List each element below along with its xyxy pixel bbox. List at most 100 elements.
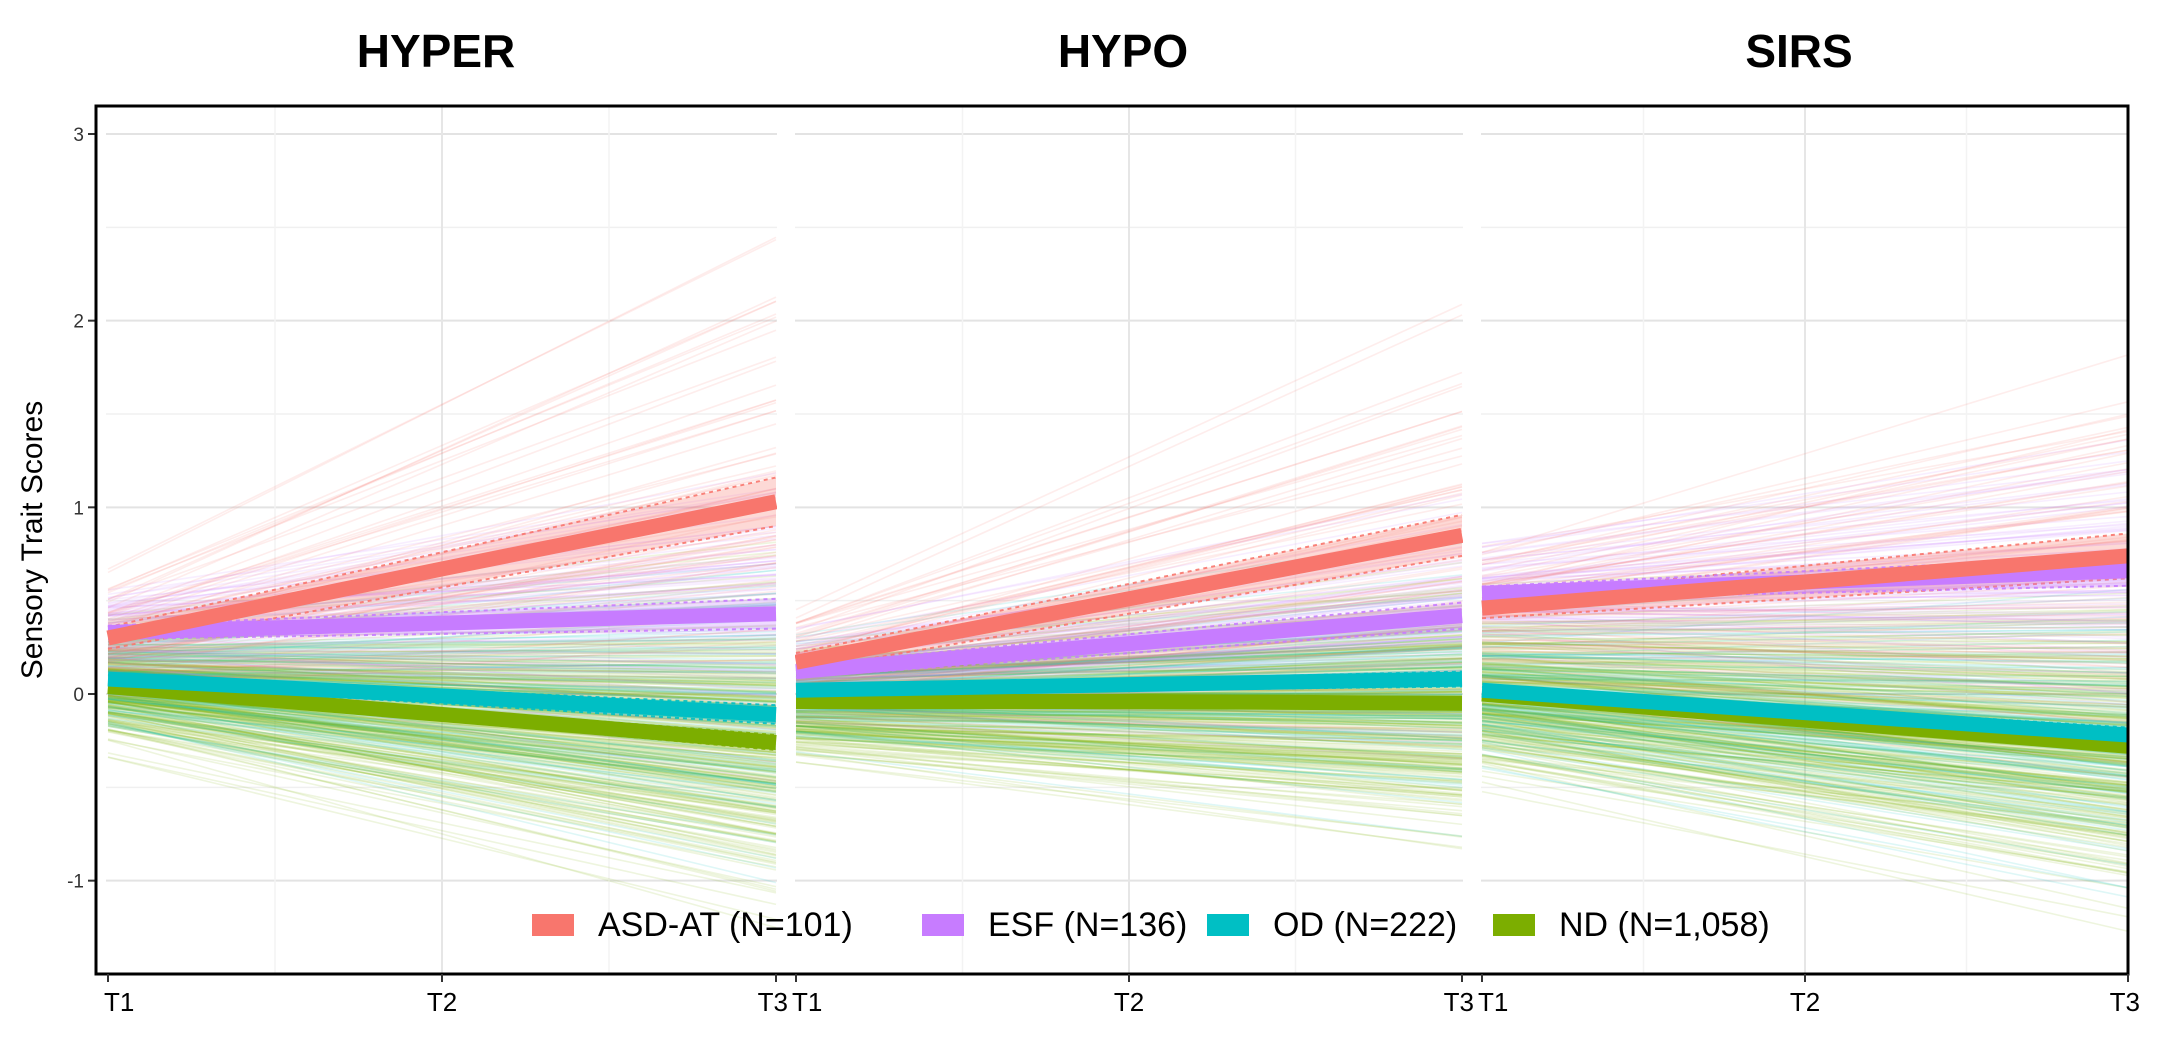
facet-panel-hypo: [790, 106, 1466, 974]
legend-label: ND (N=1,058): [1559, 906, 1770, 944]
trajectory-line: [1481, 715, 2128, 772]
trajectory-line: [107, 694, 777, 785]
legend-swatch: [922, 914, 964, 936]
trajectory-line: [795, 735, 1463, 785]
trajectory-line: [1481, 704, 2128, 767]
trajectory-line: [107, 659, 777, 669]
trajectory-line: [107, 712, 777, 820]
trajectory-line: [107, 720, 777, 884]
trajectory-line: [795, 727, 1463, 761]
gridlines: [1476, 106, 2128, 974]
trajectory-line: [1481, 725, 2128, 784]
trajectory-line: [107, 446, 777, 639]
trajectory-line: [795, 644, 1463, 685]
trajectory-line: [1481, 613, 2128, 617]
trajectory-line: [1481, 522, 2128, 583]
x-tick-label: T2: [1114, 987, 1144, 1017]
trajectory-line: [795, 707, 1463, 746]
trajectory-line: [1481, 659, 2128, 681]
trajectory-line: [1481, 704, 2128, 776]
trajectory-line: [107, 711, 777, 801]
x-tick-label: T3: [758, 987, 788, 1017]
trajectory-line: [1481, 529, 2128, 585]
legend-label: OD (N=222): [1273, 906, 1457, 944]
trajectory-line: [107, 633, 777, 653]
trajectory-line: [795, 723, 1463, 764]
trajectory-line: [1481, 515, 2128, 566]
trajectory-line: [1481, 667, 2128, 721]
trajectory-line: [795, 711, 1463, 729]
trajectory-line: [1481, 609, 2128, 626]
trajectory-line: [1481, 601, 2128, 617]
trajectory-line: [1481, 755, 2128, 826]
trajectory-line: [1481, 733, 2128, 799]
trajectory-line: [795, 657, 1463, 681]
trajectory-line: [795, 709, 1463, 720]
trajectory-line: [107, 637, 777, 678]
trajectory-line: [1481, 627, 2128, 668]
trajectory-line: [795, 747, 1463, 792]
trajectory-line: [107, 693, 777, 769]
trajectory-line: [795, 719, 1463, 760]
trajectory-line: [1481, 711, 2128, 760]
trajectory-line: [795, 492, 1463, 651]
mean-line: [1481, 682, 2128, 743]
trajectory-line: [1481, 753, 2128, 865]
trajectory-line: [1481, 617, 2128, 640]
trajectory-line: [1481, 639, 2128, 649]
trajectory-line: [795, 729, 1463, 770]
trajectory-line: [795, 752, 1463, 850]
trajectory-line: [107, 704, 777, 822]
trajectory-line: [795, 716, 1463, 734]
trajectory-line: [107, 660, 777, 668]
trajectory-line: [107, 655, 777, 658]
trajectory-line: [1481, 619, 2128, 623]
trajectory-line: [795, 748, 1463, 808]
trajectory-line: [795, 741, 1463, 767]
trajectory-line: [1481, 707, 2128, 783]
trajectory-line: [1481, 645, 2128, 657]
trajectory-line: [1481, 702, 2128, 760]
trajectory-line: [107, 712, 777, 812]
trajectory-line: [107, 711, 777, 803]
trajectory-line: [107, 646, 777, 656]
trajectory-line: [795, 715, 1463, 758]
trajectory-line: [107, 701, 777, 799]
trajectory-line: [795, 724, 1463, 749]
trajectory-line: [1481, 500, 2128, 585]
trajectory-line: [1481, 626, 2128, 631]
trajectory-line: [107, 634, 777, 656]
trajectory-line: [1481, 727, 2128, 818]
trajectory-line: [795, 641, 1463, 678]
trajectory-line: [795, 648, 1463, 687]
trajectory-line: [107, 624, 777, 644]
trajectory-line: [1481, 639, 2128, 695]
trajectory-line: [1481, 739, 2128, 826]
trajectory-line: [1481, 701, 2128, 791]
trajectory-line: [1481, 610, 2128, 623]
trajectory-line: [795, 463, 1463, 655]
trajectory-line: [1481, 673, 2128, 712]
trajectory-line: [795, 640, 1463, 682]
trajectory-line: [795, 737, 1463, 796]
trajectory-line: [107, 659, 777, 676]
trajectory-line: [795, 730, 1463, 787]
trajectory-line: [1481, 660, 2128, 664]
trajectory-line: [1481, 739, 2128, 822]
trajectory-line: [1481, 674, 2128, 717]
trajectory-line: [107, 722, 777, 864]
trajectory-line: [1481, 760, 2128, 877]
trajectory-line: [795, 625, 1463, 691]
trajectory-line: [1481, 684, 2128, 708]
legend-item: ASD-AT (N=101): [532, 906, 853, 944]
trajectory-line: [1481, 755, 2128, 836]
trajectory-line: [1481, 726, 2128, 837]
trajectory-line: [795, 741, 1463, 798]
trajectory-line: [1481, 672, 2128, 694]
trajectory-line: [1481, 648, 2128, 680]
trajectory-line: [1481, 415, 2128, 554]
trajectory-line: [1481, 677, 2128, 719]
trajectory-line: [795, 709, 1463, 734]
trajectory-line: [1481, 659, 2128, 688]
trajectory-line: [1481, 629, 2128, 704]
